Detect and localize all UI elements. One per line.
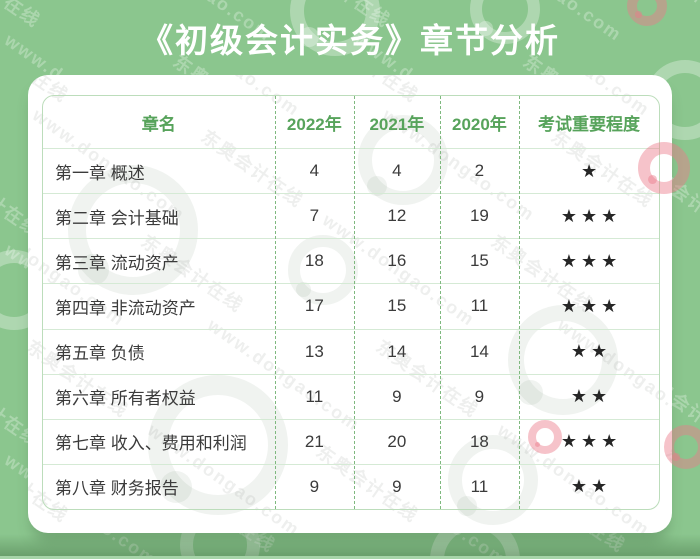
score-2020: 15 bbox=[469, 251, 489, 271]
bottom-shadow bbox=[0, 534, 700, 556]
chapter-name: 第一章 概述 bbox=[55, 163, 145, 183]
table-row: 第五章 负债 13 14 14 ★★ bbox=[43, 328, 659, 374]
importance-stars: ★★★ bbox=[560, 295, 622, 316]
score-2022: 13 bbox=[304, 341, 324, 361]
importance-stars: ★★★ bbox=[560, 205, 622, 226]
table-row: 第七章 收入、费用和利润 21 20 18 ★★★ bbox=[43, 418, 659, 464]
importance-stars: ★★ bbox=[570, 386, 612, 407]
column-header-importance: 考试重要程度 bbox=[538, 114, 641, 134]
column-divider bbox=[519, 96, 521, 509]
chapter-name: 第三章 流动资产 bbox=[55, 253, 179, 273]
score-2022: 4 bbox=[309, 161, 320, 181]
score-2022: 18 bbox=[304, 251, 324, 271]
score-2021: 20 bbox=[387, 431, 407, 451]
importance-stars: ★★★ bbox=[560, 250, 622, 271]
score-2021: 15 bbox=[387, 296, 407, 316]
page-title: 《初级会计实务》章节分析 bbox=[140, 22, 560, 59]
chapter-name: 第八章 财务报告 bbox=[55, 479, 179, 499]
importance-stars: ★★ bbox=[570, 341, 612, 362]
score-2021: 4 bbox=[392, 161, 402, 181]
column-divider bbox=[439, 96, 441, 509]
chapter-name: 第六章 所有者权益 bbox=[55, 389, 196, 409]
column-header-2021: 2021年 bbox=[369, 114, 425, 134]
score-2021: 9 bbox=[392, 476, 402, 496]
column-header-chapter: 章名 bbox=[141, 114, 176, 134]
score-2021: 14 bbox=[387, 341, 407, 361]
score-2020: 11 bbox=[470, 296, 489, 316]
table-card: 东奥会计在线www.dongao.com东奥会计在线www.dongao.com… bbox=[28, 75, 672, 533]
column-header-2022: 2022年 bbox=[286, 114, 342, 134]
column-divider bbox=[274, 96, 276, 509]
score-2020: 9 bbox=[474, 386, 485, 406]
score-2022: 11 bbox=[305, 386, 324, 406]
score-2020: 18 bbox=[469, 431, 489, 451]
score-2020: 19 bbox=[469, 206, 489, 226]
table-row: 第八章 财务报告 9 9 11 ★★ bbox=[43, 463, 659, 509]
table-row: 第六章 所有者权益 11 9 9 ★★ bbox=[43, 373, 659, 419]
chapter-analysis-table: 章名 2022年 2021年 2020年 考试重要程度 第一章 概述 4 4 2 ★ 第二… bbox=[42, 95, 660, 510]
score-2022: 21 bbox=[304, 431, 324, 451]
importance-stars: ★★★ bbox=[560, 431, 622, 452]
score-2022: 7 bbox=[309, 206, 320, 226]
score-2020: 11 bbox=[470, 476, 489, 496]
score-2020: 14 bbox=[469, 341, 489, 361]
chapter-name: 第四章 非流动资产 bbox=[55, 298, 196, 318]
importance-stars: ★ bbox=[580, 160, 602, 181]
table-body: 第一章 概述 4 4 2 ★ 第二章 会计基础 7 12 19 ★★★ 第三章 流动资产 18 16 15… bbox=[43, 148, 659, 509]
column-divider bbox=[354, 96, 356, 509]
table-row: 第二章 会计基础 7 12 19 ★★★ bbox=[43, 193, 659, 238]
table-row: 第三章 流动资产 18 16 15 ★★★ bbox=[43, 238, 659, 283]
table-row: 第一章 概述 4 4 2 ★ bbox=[43, 148, 659, 193]
score-2021: 12 bbox=[387, 206, 407, 226]
score-2022: 9 bbox=[309, 476, 320, 496]
table-row: 第四章 非流动资产 17 15 11 ★★★ bbox=[43, 283, 659, 328]
score-2020: 2 bbox=[474, 161, 485, 181]
watermark-text: www.dongao.com bbox=[668, 209, 672, 331]
watermark-text: 东奥会计在线 bbox=[661, 75, 672, 108]
chapter-name: 第五章 负债 bbox=[55, 344, 145, 364]
score-2021: 16 bbox=[387, 251, 407, 271]
importance-stars: ★★ bbox=[570, 476, 612, 497]
chapter-name: 第七章 收入、费用和利润 bbox=[55, 434, 247, 454]
score-2021: 9 bbox=[392, 386, 402, 406]
score-2022: 17 bbox=[304, 296, 324, 316]
column-header-2020: 2020年 bbox=[451, 114, 507, 134]
watermark-text: 东奥会计在线 bbox=[662, 441, 672, 527]
table-header-row: 章名 2022年 2021年 2020年 考试重要程度 bbox=[43, 96, 659, 148]
next-section-edge bbox=[0, 556, 700, 559]
chapter-name: 第二章 会计基础 bbox=[55, 208, 179, 228]
